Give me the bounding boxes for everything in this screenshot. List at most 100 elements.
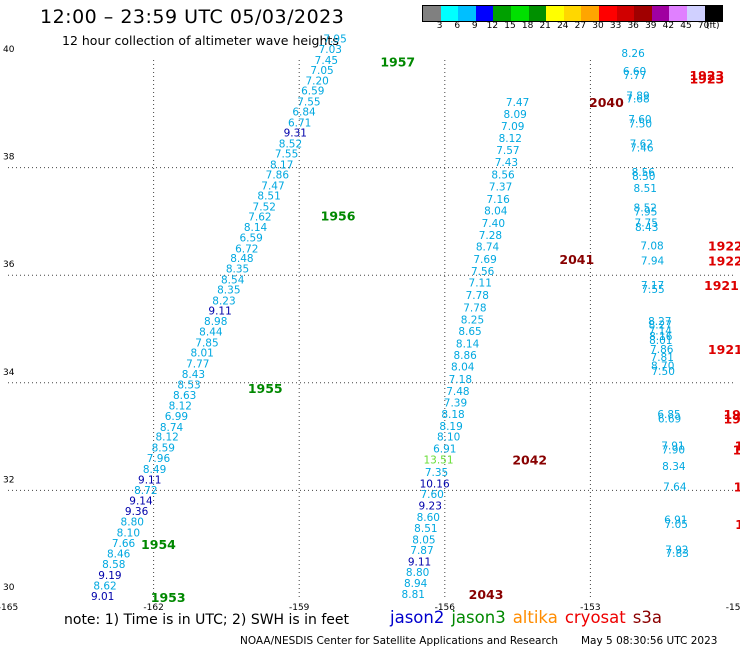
swh-value-label: 7.55 (275, 149, 298, 161)
swh-value-label: 8.27 (649, 320, 672, 332)
swh-value-label: 8.46 (107, 548, 131, 560)
swh-value-label: 7.50 (652, 366, 675, 378)
swh-value-label: 8.19 (439, 421, 462, 433)
swh-value-label: 8.98 (204, 316, 227, 328)
color-swatch (634, 6, 652, 21)
swh-value-label: 7.60 (420, 489, 443, 501)
swh-value-label: 8.51 (634, 183, 657, 195)
axis-tick-labels: -165 -162 -159 -156 -153 -150 30 32 34 36 38 40 (0, 45, 740, 613)
color-swatch (616, 6, 635, 21)
swh-value-label: 7.47 (261, 180, 284, 192)
swh-value-label: 9.31 (284, 128, 307, 140)
swh-value-label: 7.77 (623, 70, 646, 82)
swh-value-label: 7.17 (641, 280, 664, 292)
swh-value-label: 8.49 (143, 464, 166, 476)
color-scale-tick-label: 3 (436, 21, 443, 31)
swh-value-label: 8.17 (270, 159, 293, 171)
swh-value-label: 8.74 (160, 422, 184, 434)
swh-value-label: 8.86 (453, 350, 477, 362)
time-label: 2040 (589, 95, 624, 110)
swh-value-label: 7.83 (666, 548, 689, 560)
swh-value-label: 7.55 (641, 284, 664, 296)
y-tick-label: 38 (3, 153, 15, 163)
swh-value-label: 7.69 (473, 254, 496, 266)
swh-value-label: 6.84 (292, 107, 316, 119)
color-scale-tick-label: 42 (662, 21, 675, 31)
color-scale-labels: 3 6 9 12 15 18 21 24 27 30 33 36 39 42 45 70 (422, 21, 730, 33)
swh-value-label: 7.62 (630, 138, 653, 150)
swh-value-label: 7.47 (506, 97, 529, 109)
page-subtitle: 12 hour collection of altimeter wave hei… (62, 33, 339, 48)
swh-value-label: 8.72 (134, 485, 157, 497)
swh-value-label: 8.05 (412, 534, 435, 546)
swh-value-label: 7.75 (635, 217, 658, 229)
credit-line: NOAA/NESDIS Center for Satellite Applica… (240, 635, 558, 647)
legend-item-altika: altika (512, 608, 558, 627)
swh-value-label: 7.55 (297, 96, 320, 108)
x-tick-label: -162 (143, 603, 163, 613)
time-label: 1956 (321, 208, 356, 223)
swh-value-label: 8.52 (634, 202, 657, 214)
swh-value-label: 8.12 (499, 133, 522, 145)
swh-value-label: 6.99 (165, 411, 188, 423)
swh-value-label: 8.16 (649, 331, 673, 343)
swh-value-label: 8.10 (437, 432, 460, 444)
swh-value-label: 9.01 (91, 591, 114, 603)
footnote: note: 1) Time is in UTC; 2) SWH is in fe… (64, 612, 350, 628)
color-scale-tick-label: 39 (645, 21, 657, 31)
color-swatch (686, 6, 705, 21)
color-swatch (581, 6, 599, 21)
swh-value-label: 8.25 (461, 314, 484, 326)
color-swatch (563, 6, 582, 21)
swh-value-label: 8.35 (226, 264, 249, 276)
color-scale-tick-label: 70 (697, 21, 710, 31)
generated-time: May 5 08:30:56 UTC 2023 (581, 635, 718, 647)
swh-value-label: 7.45 (315, 55, 338, 67)
swh-value-label: 7.08 (640, 241, 663, 253)
swh-value-label: 8.01 (649, 335, 672, 347)
swh-value-label: 8.70 (651, 361, 674, 373)
color-scale-tick-label: 24 (557, 21, 569, 31)
time-label: 2043 (469, 587, 504, 602)
swh-value-label: 7.03 (319, 44, 342, 56)
color-scale-bar (422, 5, 724, 22)
time-label: 192 (734, 480, 740, 495)
swh-value-label: 8.51 (257, 191, 280, 203)
swh-value-label: 8.44 (199, 327, 223, 339)
swh-value-label: 7.92 (665, 545, 688, 557)
time-label: 1922 (708, 254, 740, 269)
swh-value-label: 6.91 (433, 443, 456, 455)
x-tick-label: -159 (289, 603, 310, 613)
swh-value-label: 9.14 (129, 496, 153, 508)
x-tick-label: -153 (580, 603, 600, 613)
x-tick-label: -150 (726, 603, 740, 613)
x-tick-label: -156 (435, 603, 456, 613)
swh-value-label: 8.14 (456, 339, 480, 351)
swh-value-label: 7.95 (634, 207, 657, 219)
swh-value-label: 8.80 (406, 567, 429, 579)
swh-value-label: 8.09 (503, 109, 526, 121)
swh-value-label: 6.71 (288, 117, 311, 129)
time-label: 1954 (141, 537, 176, 552)
time-label: 1922 (708, 239, 740, 254)
swh-value-label: 8.01 (190, 348, 213, 360)
time-label: 1921 (708, 342, 740, 357)
color-swatch (493, 6, 511, 21)
swh-value-label: 7.68 (626, 94, 649, 106)
pass-time-labels: 1953 1954 1955 1956 1957 2043 2042 2041 2040 1923… (141, 55, 740, 605)
swh-value-label: 8.48 (230, 253, 253, 265)
time-label: 2042 (512, 453, 547, 468)
swh-value-label: 10.16 (420, 478, 450, 490)
swh-value-label: 8.53 (177, 379, 200, 391)
swh-value-label: 6.59 (239, 233, 262, 245)
swh-value-label: 8.94 (404, 578, 428, 590)
swh-value-label: 8.60 (417, 512, 440, 524)
y-tick-label: 34 (3, 368, 15, 378)
swh-value-label: 9.36 (125, 506, 149, 518)
color-swatch (510, 6, 529, 21)
swh-value-label: 6.60 (623, 66, 646, 78)
swh-value-label: 8.54 (221, 275, 245, 287)
swh-value-label: 7.48 (446, 386, 469, 398)
legend-item-s3a: s3a (632, 608, 662, 627)
